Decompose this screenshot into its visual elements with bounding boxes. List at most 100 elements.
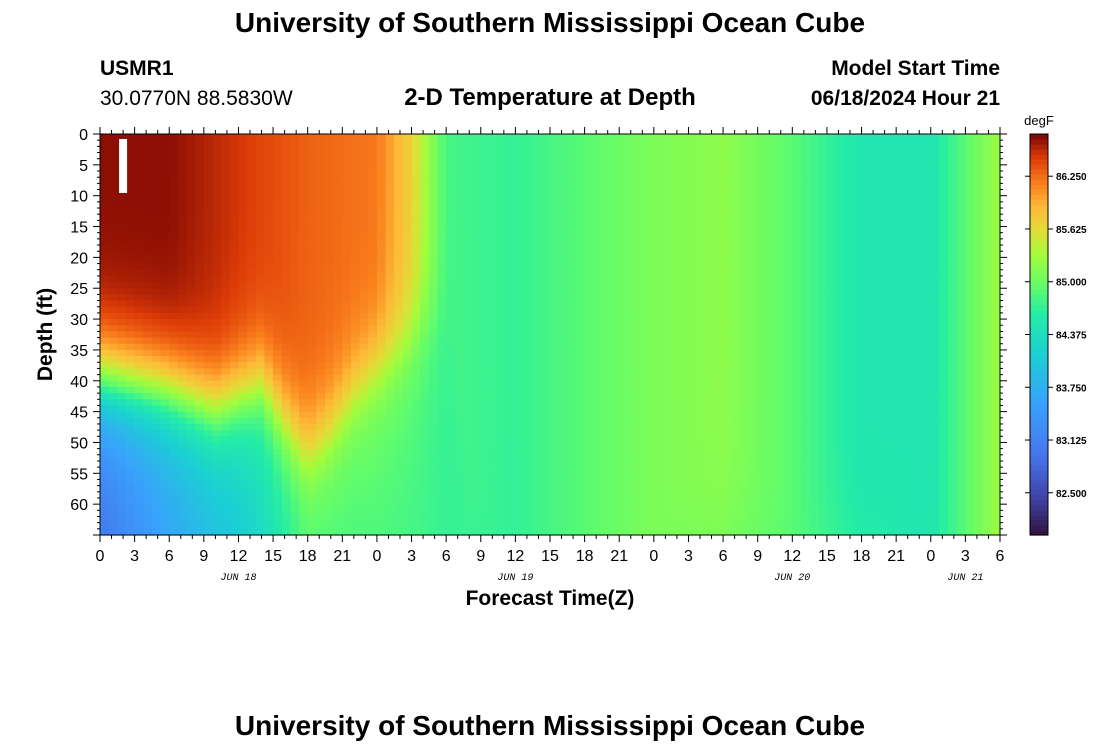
heatmap-cell bbox=[177, 479, 188, 487]
heatmap-cell bbox=[558, 183, 568, 191]
heatmap-cell bbox=[610, 152, 620, 160]
heatmap-cell bbox=[376, 245, 387, 252]
heatmap-cell bbox=[108, 417, 118, 425]
heatmap-cell bbox=[212, 510, 222, 518]
heatmap-cell bbox=[203, 368, 214, 376]
heatmap-cell bbox=[143, 306, 153, 314]
heatmap-cell bbox=[290, 251, 300, 258]
heatmap-cell bbox=[679, 485, 690, 493]
heatmap-cell bbox=[498, 245, 508, 252]
heatmap-cell bbox=[385, 306, 395, 314]
heatmap-cell bbox=[463, 312, 473, 320]
heatmap-cell bbox=[420, 306, 430, 314]
heatmap-cell bbox=[723, 146, 733, 154]
heatmap-cell bbox=[307, 362, 317, 370]
heatmap-cell bbox=[342, 485, 352, 493]
heatmap-cell bbox=[653, 189, 664, 197]
heatmap-cell bbox=[619, 134, 629, 141]
heatmap-cell bbox=[212, 251, 222, 258]
heatmap-cell bbox=[281, 356, 291, 363]
heatmap-cell bbox=[480, 374, 491, 382]
heatmap-cell bbox=[368, 146, 378, 154]
heatmap-cell bbox=[411, 479, 421, 487]
heatmap-cell bbox=[212, 497, 222, 505]
heatmap-cell bbox=[376, 195, 387, 203]
heatmap-cell bbox=[671, 479, 681, 487]
heatmap-cell bbox=[247, 436, 257, 444]
heatmap-cell bbox=[679, 158, 690, 166]
heatmap-cell bbox=[593, 380, 603, 388]
heatmap-cell bbox=[697, 140, 707, 147]
heatmap-cell bbox=[463, 454, 473, 462]
heatmap-cell bbox=[325, 485, 335, 493]
heatmap-cell bbox=[264, 405, 274, 413]
heatmap-cell bbox=[567, 306, 577, 314]
heatmap-cell bbox=[376, 331, 387, 339]
heatmap-cell bbox=[186, 343, 196, 351]
heatmap-cell bbox=[619, 386, 629, 394]
heatmap-cell bbox=[428, 460, 439, 468]
heatmap-cell bbox=[463, 442, 473, 450]
heatmap-cell bbox=[472, 386, 482, 394]
heatmap-cell bbox=[731, 522, 741, 530]
heatmap-cell bbox=[489, 460, 499, 468]
heatmap-cell bbox=[290, 171, 300, 178]
heatmap-cell bbox=[428, 436, 439, 444]
heatmap-cell bbox=[524, 479, 534, 487]
heatmap-cell bbox=[472, 337, 482, 345]
heatmap-cell bbox=[212, 504, 222, 511]
heatmap-cell bbox=[524, 238, 534, 246]
heatmap-cell bbox=[316, 263, 326, 271]
heatmap-cell bbox=[264, 491, 274, 499]
heatmap-cell bbox=[550, 349, 560, 357]
heatmap-cell bbox=[506, 245, 516, 252]
heatmap-cell bbox=[229, 226, 240, 234]
heatmap-cell bbox=[714, 146, 724, 154]
heatmap-cell bbox=[325, 423, 335, 431]
heatmap-cell bbox=[394, 393, 404, 400]
heatmap-cell bbox=[446, 226, 456, 234]
heatmap-cell bbox=[601, 337, 612, 345]
heatmap-cell bbox=[714, 152, 724, 160]
heatmap-cell bbox=[160, 485, 170, 493]
heatmap-cell bbox=[723, 214, 733, 221]
heatmap-cell bbox=[541, 417, 551, 425]
heatmap-cell bbox=[203, 349, 214, 357]
heatmap-cell bbox=[593, 134, 603, 141]
heatmap-cell bbox=[653, 134, 664, 141]
heatmap-cell bbox=[108, 208, 118, 215]
heatmap-cell bbox=[593, 164, 603, 172]
heatmap-cell bbox=[160, 325, 170, 333]
heatmap-cell bbox=[524, 294, 534, 302]
heatmap-cell bbox=[143, 448, 153, 456]
heatmap-cell bbox=[359, 448, 369, 456]
heatmap-cell bbox=[402, 232, 413, 240]
heatmap-cell bbox=[446, 232, 456, 240]
heatmap-cell bbox=[247, 208, 257, 215]
heatmap-cell bbox=[411, 374, 421, 382]
heatmap-cell bbox=[203, 380, 214, 388]
heatmap-cell bbox=[333, 368, 343, 376]
heatmap-cell bbox=[601, 504, 612, 511]
heatmap-cell bbox=[731, 473, 741, 481]
heatmap-cell bbox=[428, 146, 439, 154]
heatmap-cell bbox=[498, 423, 508, 431]
heatmap-cell bbox=[524, 356, 534, 363]
heatmap-cell bbox=[610, 337, 620, 345]
heatmap-cell bbox=[350, 158, 361, 166]
heatmap-cell bbox=[229, 417, 240, 425]
heatmap-cell bbox=[428, 522, 439, 530]
heatmap-cell bbox=[567, 288, 577, 295]
heatmap-cell bbox=[350, 288, 361, 295]
heatmap-cell bbox=[229, 245, 240, 252]
heatmap-cell bbox=[610, 528, 620, 536]
heatmap-cell bbox=[740, 504, 750, 511]
heatmap-cell bbox=[229, 189, 240, 197]
heatmap-cell bbox=[108, 393, 118, 400]
heatmap-cell bbox=[757, 214, 767, 221]
heatmap-cell bbox=[316, 349, 326, 357]
heatmap-cell bbox=[160, 134, 170, 141]
heatmap-cell bbox=[532, 337, 542, 345]
heatmap-cell bbox=[567, 232, 577, 240]
heatmap-cell bbox=[177, 362, 188, 370]
